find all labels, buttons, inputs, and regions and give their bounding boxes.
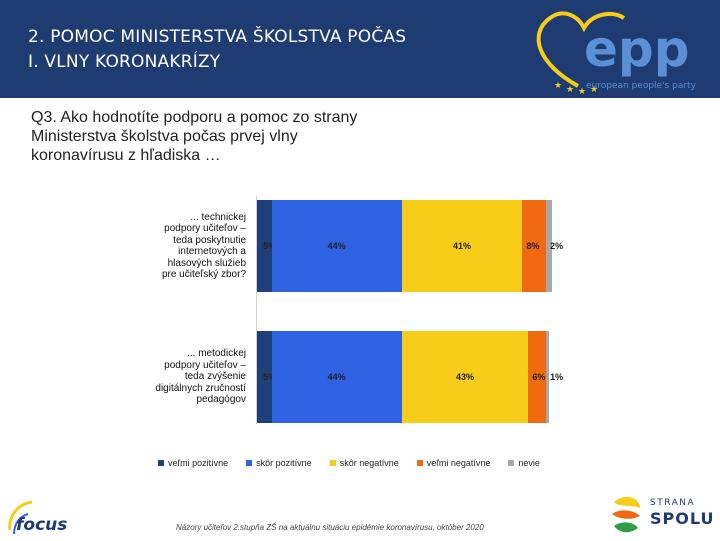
bar-segment: 6% — [528, 331, 547, 423]
source-note: Názory učiteľov 2.stupňa ZŠ na aktuálnu … — [176, 523, 484, 532]
legend-item: skôr negatívne — [329, 458, 399, 468]
svg-text:★: ★ — [578, 86, 586, 96]
spolu-logo-line2: SPOLU — [650, 509, 715, 528]
legend-label: veľmi negatívne — [426, 458, 491, 468]
epp-logo-tagline: european people's party — [586, 81, 697, 91]
data-label: 6% — [532, 372, 546, 382]
question-line1: Q3. Ako hodnotíte podporu a pomoc zo str… — [31, 109, 358, 126]
category-label-line: podpory učiteľov – — [164, 223, 246, 234]
data-label: 8% — [526, 241, 540, 251]
bar-segment: 41% — [401, 200, 523, 292]
spolu-logo-line1: STRANA — [650, 498, 696, 508]
category-label-line: teda poskytnutie — [173, 234, 246, 246]
legend-swatch — [508, 460, 515, 466]
epp-logo-text: epp — [584, 20, 690, 78]
legend-label: nevie — [518, 458, 540, 468]
legend-label: skôr pozitívne — [256, 458, 312, 468]
category-label-line: ... technickej — [190, 211, 246, 223]
focus-logo-text: focus — [16, 515, 67, 535]
data-label: 1% — [550, 372, 564, 382]
page-title-line2: I. VLNY KORONAKRÍZY — [28, 52, 221, 72]
legend-item: nevie — [508, 458, 540, 468]
legend-swatch — [158, 460, 164, 466]
category-label-line: podpory učiteľov – — [164, 359, 246, 371]
legend-swatch — [329, 460, 336, 466]
category-label-line: internetových a — [178, 246, 246, 257]
category-label-line: pedagógov — [196, 394, 247, 406]
bar-segment: 44% — [271, 200, 402, 292]
question-text: Q3. Ako hodnotíte podporu a pomoc zo str… — [31, 108, 451, 165]
bar-row: 5% 44% 43% 6% 1% — [257, 331, 563, 423]
header-bar: 2. POMOC MINISTERSTVA ŠKOLSTVA POČAS I. … — [0, 0, 720, 98]
bar-segment: 8% — [522, 200, 547, 292]
spolu-logo-mark — [612, 496, 640, 533]
legend-item: veľmi pozitívne — [158, 458, 228, 468]
category-label-line: pre učiteľský zbor? — [161, 269, 246, 280]
category-label-line: ... metodickej — [187, 348, 246, 360]
focus-logo: focus — [8, 500, 67, 535]
legend-swatch — [246, 460, 253, 466]
data-label: 5% — [263, 241, 277, 251]
question-line2: Ministerstva školstva počas prvej vlny — [31, 128, 298, 145]
legend-item: skôr pozitívne — [246, 458, 312, 468]
data-label: 2% — [550, 241, 564, 251]
bar-segment: 2% — [546, 200, 563, 292]
data-label: 5% — [263, 372, 277, 382]
data-label: 43% — [455, 372, 474, 382]
bar-segment: 1% — [546, 331, 563, 423]
category-label: ... metodickej podpory učiteľov – teda zvý… — [146, 348, 246, 406]
svg-text:★: ★ — [566, 84, 574, 94]
epp-logo: ★ ★ ★ ★ epp european people's party — [536, 11, 697, 96]
legend-label: veľmi pozitívne — [168, 458, 229, 468]
page-title-line1: 2. POMOC MINISTERSTVA ŠKOLSTVA POČAS — [28, 27, 407, 47]
category-label: ... technickej podpory učiteľov – teda pos… — [146, 212, 246, 281]
bar-segment: 43% — [401, 331, 529, 423]
bar-segment: 5% — [257, 331, 276, 423]
category-label-line: hlasových služieb — [167, 257, 246, 269]
legend-label: skôr negatívne — [339, 458, 399, 468]
svg-text:★: ★ — [590, 84, 598, 94]
legend-swatch — [416, 460, 423, 466]
data-label: 44% — [327, 241, 346, 251]
category-label-line: digitálnych zručností — [155, 382, 246, 394]
chart-legend: veľmi pozitívne skôr pozitívne skôr negatí… — [158, 458, 540, 468]
bar-row: 5% 44% 41% 8% 2% — [257, 200, 563, 292]
chart-axis-line — [256, 196, 257, 424]
data-label: 44% — [327, 372, 346, 382]
bar-segment: 5% — [257, 200, 276, 292]
category-label-line: teda zvýšenie — [184, 371, 246, 383]
question-line3: koronavírusu z hľadiska … — [31, 147, 221, 164]
svg-text:★: ★ — [554, 80, 562, 90]
legend-item: veľmi negatívne — [416, 458, 491, 468]
data-label: 41% — [453, 241, 472, 251]
spolu-logo: STRANA SPOLU — [606, 492, 718, 536]
bar-segment: 44% — [271, 331, 402, 423]
